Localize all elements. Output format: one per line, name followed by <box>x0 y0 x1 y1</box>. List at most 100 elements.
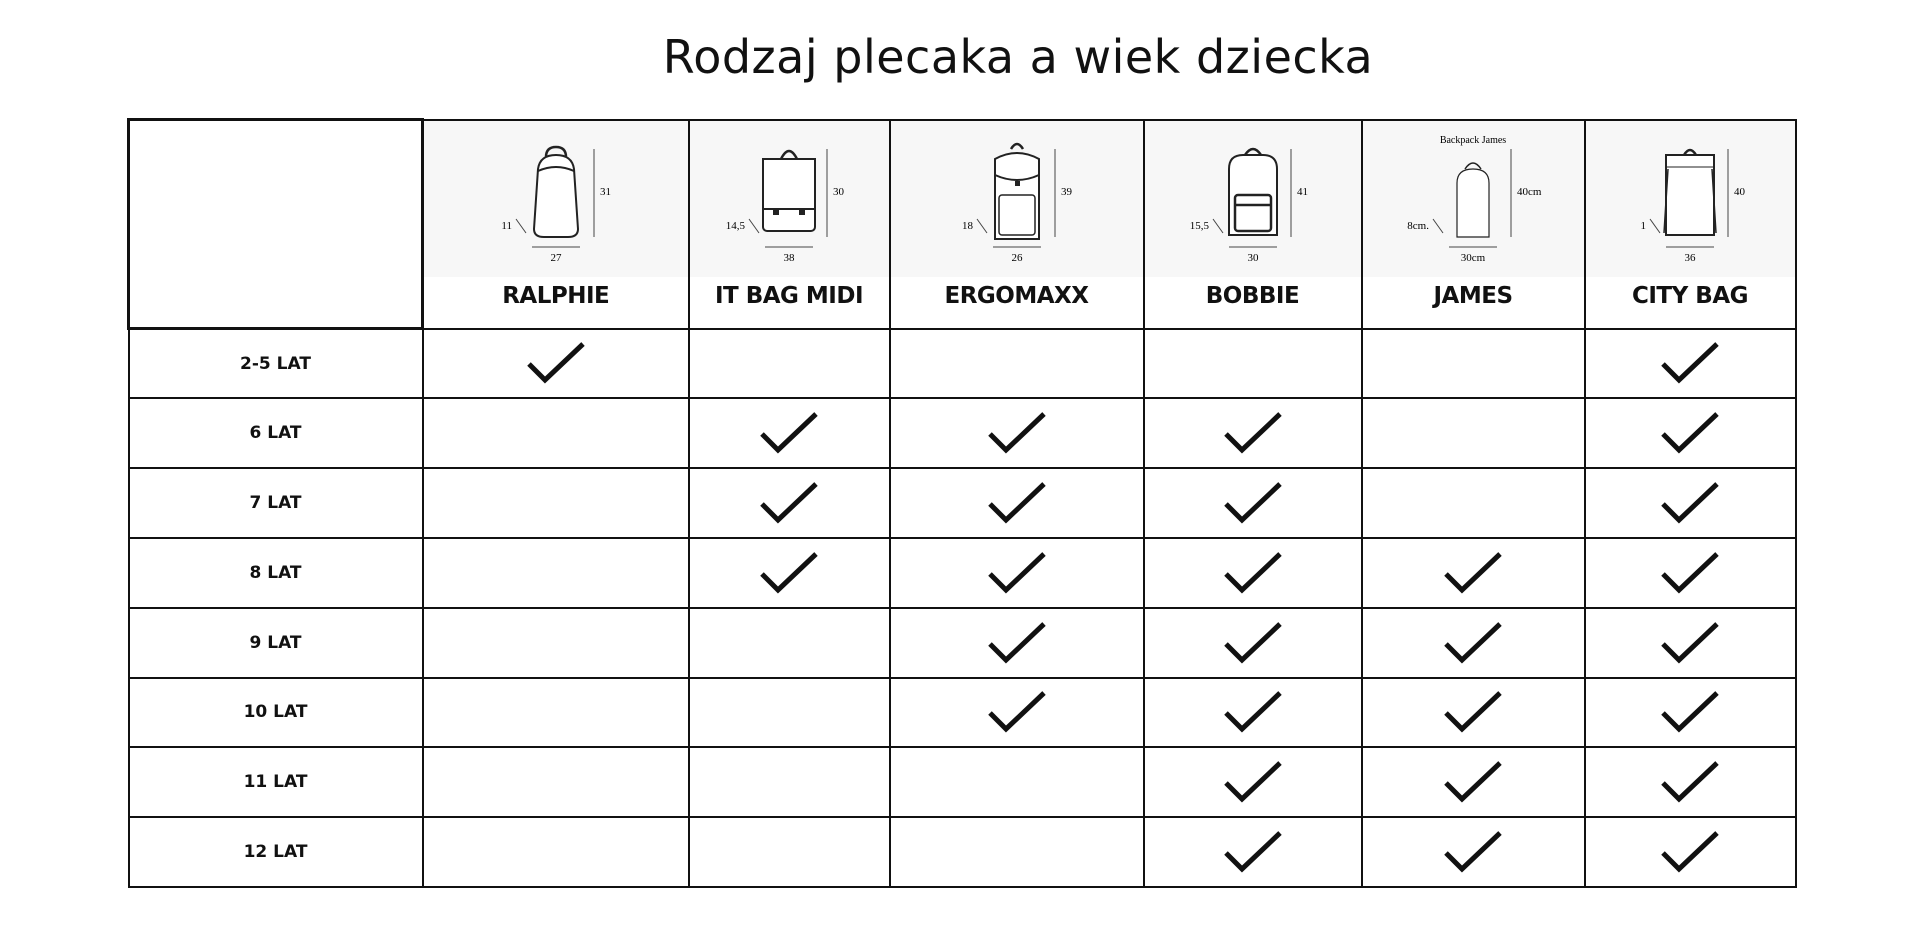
height-dimension: 39 <box>1061 186 1073 198</box>
age-cell: 2-5 LAT <box>127 327 424 400</box>
width-dimension: 30 <box>1247 252 1259 264</box>
age-label: 11 LAT <box>243 772 308 793</box>
check-cell <box>1360 397 1586 470</box>
product-image: Backpack James 40cm 30cm 8cm. <box>1362 120 1584 277</box>
age-cell: 10 LAT <box>127 676 424 749</box>
depth-dimension: 8cm. <box>1407 220 1429 232</box>
check-cell <box>421 746 690 819</box>
check-cell <box>1360 467 1586 539</box>
depth-dimension-line <box>515 218 527 233</box>
check-cell <box>1360 676 1586 749</box>
check-cell <box>1583 816 1797 888</box>
check-cell <box>1583 606 1797 679</box>
check-cell <box>1142 397 1363 470</box>
check-cell <box>421 536 690 609</box>
product-name: ERGOMAXX <box>944 282 1089 309</box>
table-row: 6 LAT <box>127 397 1797 470</box>
checkmark-icon <box>1661 691 1719 733</box>
check-cell <box>421 606 690 679</box>
check-cell <box>421 397 690 470</box>
check-cell <box>888 536 1145 609</box>
table-row: 8 LAT <box>127 536 1797 609</box>
checkmark-icon <box>526 342 585 384</box>
checkmark-icon <box>1223 621 1282 664</box>
checkmark-icon <box>1223 691 1282 733</box>
checkmark-icon <box>987 691 1046 733</box>
checkmark-icon <box>1661 831 1719 873</box>
checkmark-icon <box>1444 831 1502 873</box>
product-header-bobbie: 41 30 15,5 BOBBIE <box>1142 118 1363 330</box>
product-image: 41 30 15,5 <box>1144 120 1361 277</box>
checkmark-icon <box>760 482 818 524</box>
check-cell <box>1142 467 1363 539</box>
depth-dimension-line <box>1212 218 1223 233</box>
check-cell <box>888 327 1145 400</box>
age-cell: 6 LAT <box>127 397 424 470</box>
check-cell <box>1142 327 1363 400</box>
depth-dimension: 11 <box>501 220 512 232</box>
product-image: 30 38 14,5 <box>689 120 889 277</box>
check-cell <box>421 676 690 749</box>
checkmark-icon <box>1661 761 1719 803</box>
checkmark-icon <box>987 621 1046 664</box>
height-dimension: 30 <box>833 186 845 198</box>
checkmark-icon <box>760 412 818 454</box>
age-label: 12 LAT <box>243 842 308 863</box>
depth-dimension: 14,5 <box>726 220 746 232</box>
checkmark-icon <box>1223 482 1282 524</box>
check-cell <box>1583 327 1797 400</box>
check-cell <box>687 676 891 749</box>
check-cell <box>687 746 891 819</box>
check-cell <box>1142 606 1363 679</box>
backpack-icon: 40 36 1 <box>1641 148 1746 264</box>
backpack-icon: 41 30 15,5 <box>1189 147 1308 264</box>
product-name: RALPHIE <box>502 282 610 309</box>
age-cell: 12 LAT <box>127 816 424 888</box>
depth-dimension: 18 <box>962 220 974 232</box>
checkmark-icon <box>987 482 1046 524</box>
product-image: 40 36 1 <box>1585 120 1795 277</box>
age-compatibility-table: 31 27 11 RALPHIE 30 38 14,5 IT BAG MIDI … <box>127 118 1797 888</box>
check-cell <box>888 676 1145 749</box>
check-cell <box>421 467 690 539</box>
product-image: 39 26 18 <box>890 120 1143 277</box>
check-cell <box>1360 606 1586 679</box>
check-cell <box>1583 746 1797 819</box>
check-cell <box>1583 676 1797 749</box>
check-cell <box>1583 397 1797 470</box>
check-cell <box>888 746 1145 819</box>
depth-dimension: 1 <box>1641 220 1647 232</box>
age-label: 9 LAT <box>249 632 302 653</box>
age-label: 6 LAT <box>249 423 302 444</box>
age-cell: 7 LAT <box>127 467 424 539</box>
depth-dimension-line <box>1649 218 1661 233</box>
check-cell <box>687 816 891 888</box>
check-cell <box>687 467 891 539</box>
checkmark-icon <box>1661 621 1719 664</box>
check-cell <box>687 606 891 679</box>
checkmark-icon <box>987 412 1046 454</box>
check-cell <box>687 397 891 470</box>
page-title: Rodzaj plecaka a wiek dziecka <box>662 30 1374 84</box>
width-dimension: 38 <box>784 252 796 264</box>
check-cell <box>1142 746 1363 819</box>
checkmark-icon <box>987 552 1046 594</box>
checkmark-icon <box>1661 482 1719 524</box>
depth-dimension: 15,5 <box>1189 220 1209 232</box>
check-cell <box>1142 676 1363 749</box>
age-label: 2-5 LAT <box>240 353 311 374</box>
checkmark-icon <box>1223 552 1282 594</box>
checkmark-icon <box>1444 761 1502 803</box>
check-cell <box>888 397 1145 470</box>
width-dimension: 26 <box>1011 252 1023 264</box>
check-cell <box>1360 816 1586 888</box>
check-cell <box>421 327 690 400</box>
depth-dimension-line <box>976 218 987 233</box>
depth-dimension-line <box>748 218 760 233</box>
width-dimension: 30cm <box>1461 252 1486 264</box>
checkmark-icon <box>1223 831 1282 873</box>
product-name: BOBBIE <box>1205 282 1300 309</box>
backpack-icon: Backpack James 40cm 30cm 8cm. <box>1407 135 1542 264</box>
table-row: 11 LAT <box>127 746 1797 819</box>
depth-dimension-line <box>1432 218 1444 233</box>
